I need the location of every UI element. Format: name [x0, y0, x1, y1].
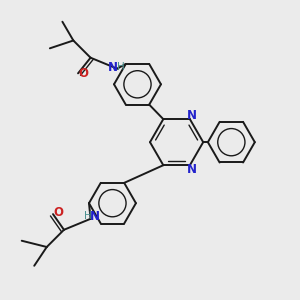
Text: N: N	[187, 109, 196, 122]
Text: H: H	[117, 62, 125, 72]
Text: H: H	[84, 211, 91, 221]
Text: O: O	[54, 206, 64, 219]
Text: O: O	[79, 68, 89, 80]
Text: N: N	[90, 210, 100, 223]
Text: N: N	[107, 61, 118, 74]
Text: N: N	[187, 163, 196, 176]
